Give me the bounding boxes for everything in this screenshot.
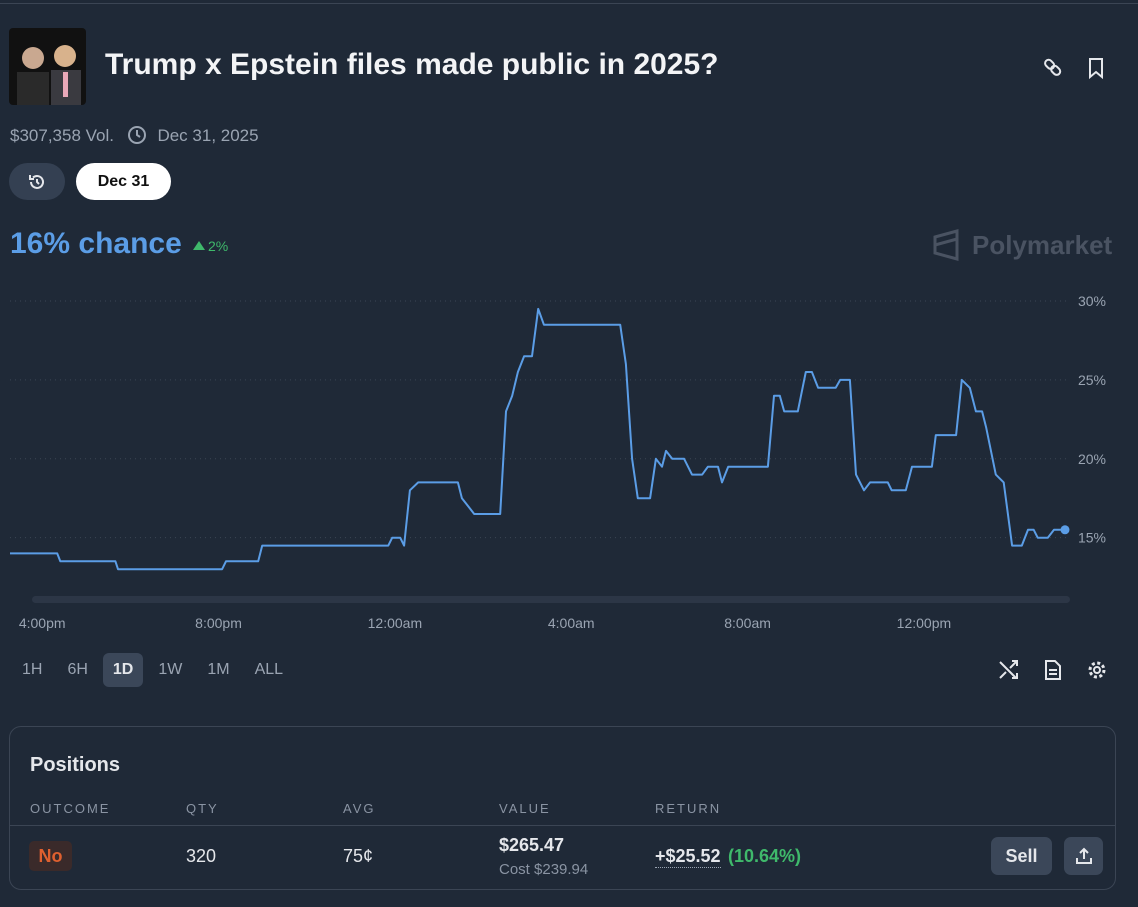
range-button[interactable]: 1H [22,661,43,678]
x-tick-label: 8:00am [724,615,771,631]
share-button[interactable] [1064,837,1103,875]
column-header: RETURN [655,801,722,816]
column-header: VALUE [499,801,551,816]
x-tick-label: 4:00am [548,615,595,631]
cost: Cost $239.94 [499,861,589,878]
market-title: Trump x Epstein files made public in 202… [105,48,719,81]
settings-icon[interactable] [1088,661,1106,679]
y-tick-label: 30% [1078,293,1106,309]
end-date: Dec 31, 2025 [157,126,259,145]
positions-panel [9,726,1116,890]
share-icon [1075,847,1092,864]
x-tick-label: 12:00pm [897,615,951,631]
column-header: AVG [343,801,376,816]
scrub-bar [32,596,1070,603]
value: $265.47 [499,835,565,855]
history-icon [29,174,44,189]
range-button[interactable]: 1M [207,661,230,678]
clock-icon [127,126,146,144]
change: 2% [208,238,229,254]
x-tick-label: 4:00pm [19,615,66,631]
qty: 320 [186,846,217,866]
range-button[interactable]: 1W [158,661,183,678]
range-button[interactable]: ALL [254,661,284,678]
chart: 15% 20% 25% 30% 4:00pm 8:00pm 12:00am 4:00am 8:0… [10,293,1106,631]
header-icons [1044,58,1103,80]
link-icon[interactable] [1044,58,1062,76]
history-button[interactable] [9,163,65,200]
x-tick-label: 12:00am [368,615,422,631]
return: +$25.52 [655,846,721,868]
brand: Polymarket [972,230,1113,260]
end-dot [1060,525,1070,535]
chance: 16% chance [10,227,182,260]
y-tick-label: 15% [1078,530,1106,546]
price-line [10,307,1065,571]
date-pill[interactable]: Dec 31 [76,163,171,200]
y-tick-label: 20% [1078,451,1106,467]
up-arrow [193,241,205,250]
range-button[interactable]: 1D [102,653,144,687]
avg: 75¢ [343,846,374,866]
doc-icon[interactable] [1045,660,1061,680]
return-pct: (10.64%) [728,846,802,866]
column-header: OUTCOME [30,801,111,816]
volume: $307,358 Vol. [10,126,114,145]
range-button[interactable]: 6H [67,661,88,678]
brand-logo [933,229,959,261]
bookmark-icon[interactable] [1089,58,1103,80]
y-tick-label: 25% [1078,372,1106,388]
meta: $307,358 Vol. Dec 31, 2025 [10,125,259,146]
shuffle-icon[interactable] [999,660,1018,679]
x-tick-label: 8:00pm [195,615,242,631]
chart-tools [999,660,1106,680]
divider [10,825,1115,826]
outcome: No [29,841,72,871]
top-border [0,3,1138,4]
column-header: QTY [186,801,219,816]
sell-button[interactable]: Sell [991,837,1052,875]
positions-title: Positions [30,754,121,776]
market-image [9,28,86,105]
